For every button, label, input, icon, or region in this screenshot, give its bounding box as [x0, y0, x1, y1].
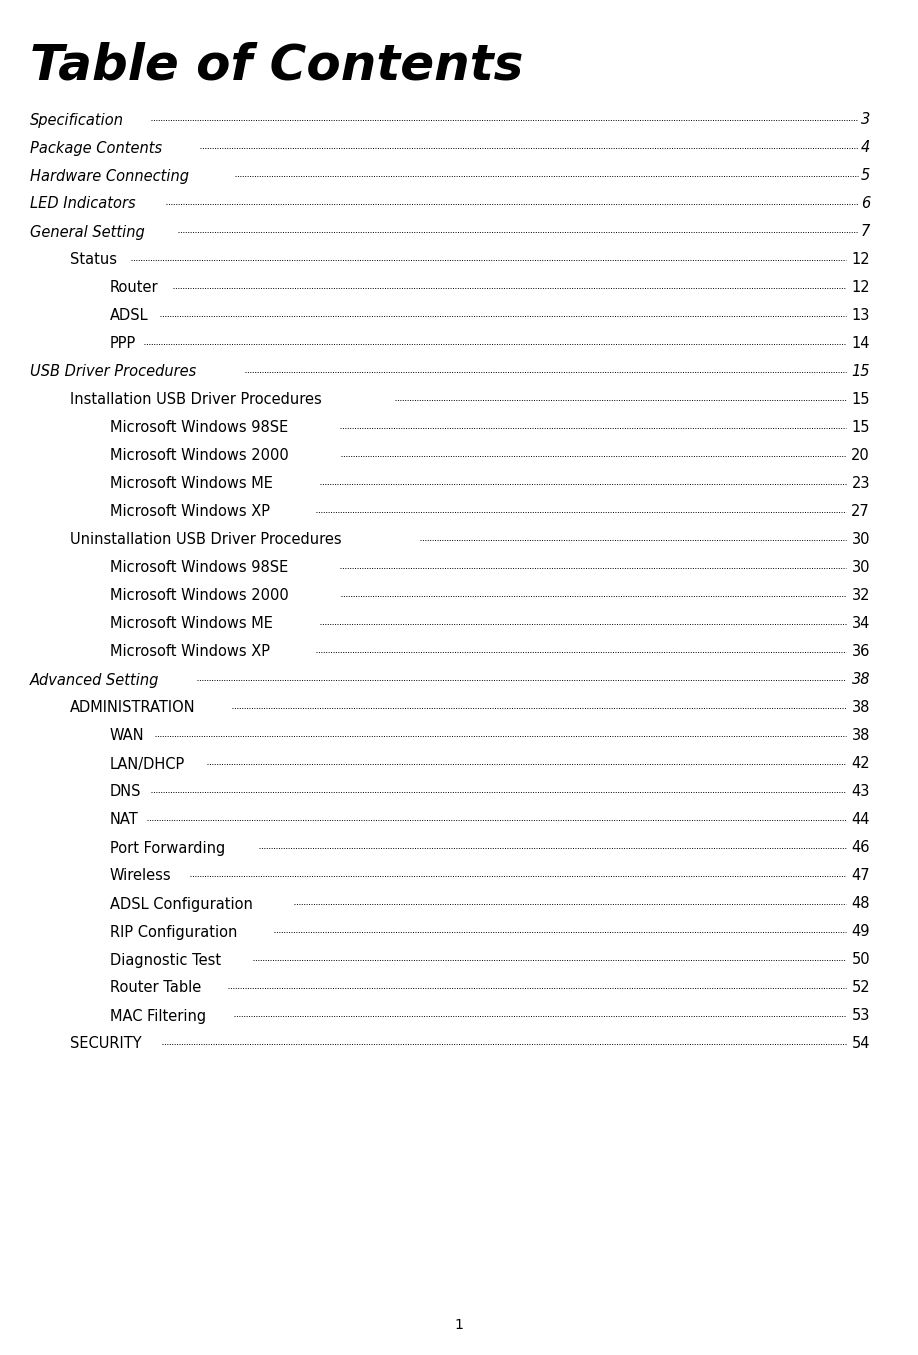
Text: 42: 42	[851, 756, 870, 771]
Text: MAC Filtering: MAC Filtering	[110, 1008, 207, 1023]
Text: 15: 15	[852, 420, 870, 435]
Text: Installation USB Driver Procedures: Installation USB Driver Procedures	[70, 393, 321, 408]
Text: 49: 49	[852, 924, 870, 939]
Text: Advanced Setting: Advanced Setting	[30, 672, 160, 687]
Text: DNS: DNS	[110, 785, 141, 799]
Text: ADSL Configuration: ADSL Configuration	[110, 897, 252, 912]
Text: 46: 46	[852, 840, 870, 855]
Text: 12: 12	[851, 280, 870, 295]
Text: 14: 14	[852, 336, 870, 351]
Text: NAT: NAT	[110, 813, 139, 828]
Text: 3: 3	[861, 112, 870, 127]
Text: Hardware Connecting: Hardware Connecting	[30, 168, 189, 183]
Text: 48: 48	[852, 897, 870, 912]
Text: Package Contents: Package Contents	[30, 141, 162, 156]
Text: Port Forwarding: Port Forwarding	[110, 840, 225, 855]
Text: 7: 7	[861, 225, 870, 240]
Text: 50: 50	[851, 953, 870, 967]
Text: 15: 15	[852, 364, 870, 379]
Text: 32: 32	[852, 588, 870, 603]
Text: 54: 54	[852, 1037, 870, 1051]
Text: USB Driver Procedures: USB Driver Procedures	[30, 364, 196, 379]
Text: 38: 38	[852, 729, 870, 744]
Text: 13: 13	[852, 309, 870, 324]
Text: ADMINISTRATION: ADMINISTRATION	[70, 701, 196, 715]
Text: 47: 47	[851, 869, 870, 883]
Text: Microsoft Windows 2000: Microsoft Windows 2000	[110, 449, 289, 463]
Text: LED Indicators: LED Indicators	[30, 196, 136, 211]
Text: Specification: Specification	[30, 112, 124, 127]
Text: General Setting: General Setting	[30, 225, 145, 240]
Text: 27: 27	[851, 504, 870, 519]
Text: 23: 23	[852, 477, 870, 492]
Text: 6: 6	[861, 196, 870, 211]
Text: 44: 44	[852, 813, 870, 828]
Text: 30: 30	[852, 533, 870, 547]
Text: Uninstallation USB Driver Procedures: Uninstallation USB Driver Procedures	[70, 533, 341, 547]
Text: PPP: PPP	[110, 336, 136, 351]
Text: Router: Router	[110, 280, 159, 295]
Text: RIP Configuration: RIP Configuration	[110, 924, 238, 939]
Text: 5: 5	[861, 168, 870, 183]
Text: Microsoft Windows XP: Microsoft Windows XP	[110, 645, 270, 660]
Text: 12: 12	[851, 252, 870, 267]
Text: Microsoft Windows ME: Microsoft Windows ME	[110, 477, 273, 492]
Text: 43: 43	[852, 785, 870, 799]
Text: Status: Status	[70, 252, 117, 267]
Text: 38: 38	[852, 672, 870, 687]
Text: 1: 1	[454, 1318, 464, 1332]
Text: Diagnostic Test: Diagnostic Test	[110, 953, 221, 967]
Text: 30: 30	[852, 561, 870, 576]
Text: WAN: WAN	[110, 729, 145, 744]
Text: Microsoft Windows 2000: Microsoft Windows 2000	[110, 588, 289, 603]
Text: Microsoft Windows 98SE: Microsoft Windows 98SE	[110, 420, 288, 435]
Text: Table of Contents: Table of Contents	[30, 41, 523, 89]
Text: SECURITY: SECURITY	[70, 1037, 141, 1051]
Text: 4: 4	[861, 141, 870, 156]
Text: 52: 52	[851, 981, 870, 996]
Text: 20: 20	[851, 449, 870, 463]
Text: Wireless: Wireless	[110, 869, 172, 883]
Text: 53: 53	[852, 1008, 870, 1023]
Text: LAN/DHCP: LAN/DHCP	[110, 756, 185, 771]
Text: 15: 15	[852, 393, 870, 408]
Text: Router Table: Router Table	[110, 981, 201, 996]
Text: 36: 36	[852, 645, 870, 660]
Text: 34: 34	[852, 617, 870, 631]
Text: Microsoft Windows XP: Microsoft Windows XP	[110, 504, 270, 519]
Text: ADSL: ADSL	[110, 309, 149, 324]
Text: Microsoft Windows 98SE: Microsoft Windows 98SE	[110, 561, 288, 576]
Text: Microsoft Windows ME: Microsoft Windows ME	[110, 617, 273, 631]
Text: 38: 38	[852, 701, 870, 715]
